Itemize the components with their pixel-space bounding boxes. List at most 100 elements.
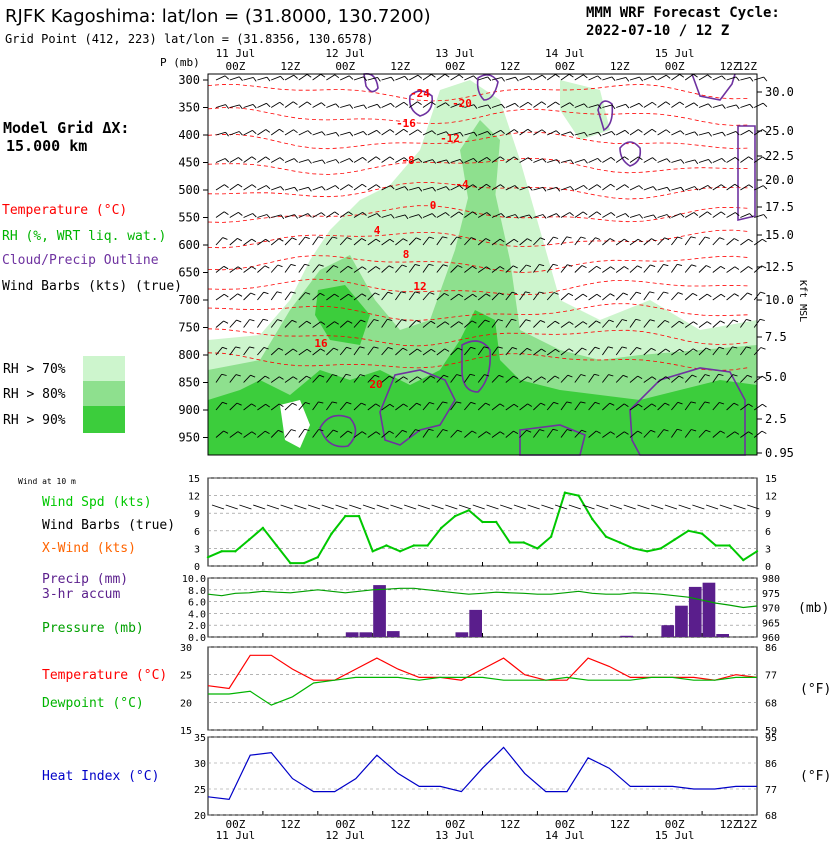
wind-barb-flag bbox=[636, 346, 642, 350]
wind-barb-flag bbox=[721, 158, 726, 163]
wind-barb-flag bbox=[318, 236, 324, 239]
wind-barb bbox=[353, 76, 364, 81]
wind-barb bbox=[726, 238, 735, 246]
wind-barb bbox=[381, 129, 391, 136]
wind-speed-point bbox=[316, 556, 319, 559]
wind-barb-flag bbox=[761, 265, 767, 269]
wind-barb bbox=[478, 130, 488, 136]
wind-barb bbox=[436, 159, 447, 163]
wind-barb bbox=[464, 237, 472, 246]
surface-wind-barb bbox=[458, 504, 472, 510]
wind-barb-flag bbox=[361, 266, 367, 270]
wind-barb bbox=[436, 264, 444, 273]
wind-barb bbox=[367, 156, 377, 163]
wind-barb-flag bbox=[748, 431, 753, 435]
wind-barb bbox=[671, 159, 682, 163]
pressure-label: Pressure (mb) bbox=[42, 621, 144, 636]
wind-barb bbox=[671, 402, 679, 411]
wind-barb bbox=[547, 213, 557, 218]
wind-barb-flag bbox=[566, 401, 572, 404]
wind-barb bbox=[408, 291, 416, 301]
wind-barb bbox=[326, 374, 333, 383]
wind-barb bbox=[436, 348, 445, 356]
top-time-tick: 00Z bbox=[665, 60, 685, 73]
wind-barb-flag bbox=[608, 374, 614, 377]
wind-barb bbox=[367, 374, 376, 383]
wind-barb bbox=[408, 129, 418, 136]
wind-speed-point bbox=[330, 532, 333, 535]
wind-barb bbox=[643, 429, 652, 438]
wind-barb bbox=[450, 103, 461, 108]
precip-ytick: 6.0 bbox=[188, 598, 206, 609]
wind-barb bbox=[712, 184, 722, 191]
wind-barb-flag bbox=[443, 374, 449, 378]
wind-barb bbox=[643, 376, 653, 383]
wind-barb-flag bbox=[276, 291, 282, 294]
wind-barb bbox=[477, 402, 486, 411]
wind-barb-flag bbox=[334, 74, 340, 79]
wind-barb bbox=[602, 266, 611, 273]
wind-barb bbox=[464, 131, 475, 136]
wind-barb bbox=[643, 128, 653, 136]
wind-barb-flag bbox=[720, 320, 725, 324]
wind-barb-flag bbox=[376, 129, 381, 134]
wind-barb bbox=[519, 186, 530, 191]
wind-barb-flag bbox=[293, 129, 298, 134]
wind-barb-flag bbox=[308, 187, 312, 192]
wind-speed-point bbox=[234, 550, 237, 553]
wind-barb-flag bbox=[722, 131, 726, 137]
wind-barb bbox=[450, 347, 459, 356]
wind-barb-flag bbox=[624, 156, 629, 160]
wind-barb-flag bbox=[665, 348, 671, 353]
wind-barb-flag bbox=[513, 265, 518, 269]
cycle-value: 2022-07-10 / 12 Z bbox=[586, 23, 729, 39]
wind-barb-flag bbox=[402, 429, 408, 433]
wind-barb-flag bbox=[348, 211, 353, 215]
wind-barb-flag bbox=[705, 429, 711, 433]
wind-barb-flag bbox=[265, 238, 270, 243]
wind-barb-flag bbox=[690, 401, 697, 404]
cloud-outline-shape bbox=[691, 73, 736, 101]
temp-ytick-right: 59 bbox=[765, 726, 777, 737]
wind-barb-flag bbox=[264, 430, 270, 434]
wind-barb bbox=[643, 186, 654, 191]
precip-bar bbox=[675, 605, 688, 637]
wind-barb-flag bbox=[580, 236, 586, 239]
rh80-label: RH > 80% bbox=[3, 387, 66, 402]
wind-barb bbox=[560, 374, 569, 383]
wind-barb bbox=[215, 402, 223, 411]
wind-barb-flag bbox=[663, 291, 669, 294]
surface-wind-barb bbox=[417, 504, 431, 510]
wind-barb-flag bbox=[349, 104, 354, 109]
wind-barb-flag bbox=[359, 374, 366, 377]
wind-speed-point bbox=[467, 509, 470, 512]
wind-barb bbox=[298, 130, 308, 136]
wind-barb bbox=[229, 157, 239, 163]
heat-index-panel: 35 30 25 20 95 86 77 68 bbox=[194, 733, 777, 822]
wind-barb-flag bbox=[306, 348, 312, 353]
wind-barb bbox=[339, 320, 348, 328]
wind-barb bbox=[685, 186, 695, 191]
wind-barb bbox=[726, 212, 736, 218]
wind-barb bbox=[519, 319, 527, 328]
top-time-tick: 00Z bbox=[226, 60, 246, 73]
wind-barb-flag bbox=[459, 103, 464, 108]
surface-wind-barb bbox=[266, 504, 280, 510]
wind-barb bbox=[726, 431, 735, 438]
wind-barb bbox=[615, 129, 626, 136]
wind-barb-flag bbox=[638, 156, 643, 161]
wind-barb bbox=[477, 374, 485, 383]
wind-barb-flag bbox=[733, 402, 739, 406]
surface-wind-barb bbox=[390, 504, 403, 510]
rh70-label: RH > 70% bbox=[3, 362, 66, 377]
pressure-ytick: 980 bbox=[762, 574, 780, 585]
wind-barb bbox=[574, 158, 585, 163]
wind-barb-flag bbox=[459, 185, 464, 190]
wind-barb-flag bbox=[734, 293, 739, 297]
wind-barb bbox=[491, 346, 499, 356]
bottom-time-tick: 12Z bbox=[737, 818, 757, 831]
wind-barb-flag bbox=[224, 75, 230, 80]
wind-barb bbox=[643, 101, 653, 108]
wind-barb bbox=[615, 292, 624, 301]
wind-barb-flag bbox=[293, 74, 298, 79]
